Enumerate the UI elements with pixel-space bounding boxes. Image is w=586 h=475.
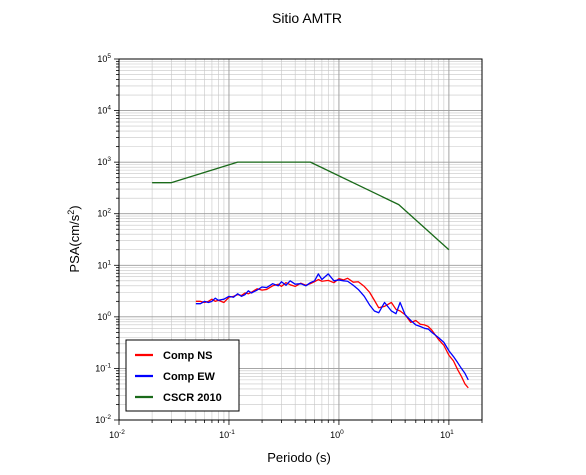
y-tick-label: 100: [97, 311, 111, 322]
x-tick-label: 101: [440, 429, 454, 440]
series-line-comp-ew: [195, 273, 469, 381]
series-line-cscr-2010: [152, 161, 450, 251]
plot-frame: [118, 58, 483, 421]
x-tick-label: 10-1: [219, 429, 235, 440]
y-tick-label: 104: [97, 105, 111, 116]
y-axis-label-sup: 2: [66, 210, 76, 215]
y-axis-label: PSA(cm/s2): [66, 205, 82, 272]
y-tick-label: 10-1: [95, 362, 111, 373]
legend-label: CSCR 2010: [163, 392, 222, 404]
x-tick-label: 100: [330, 429, 344, 440]
y-tick-label: 105: [97, 53, 111, 64]
y-tick-label: 10-2: [95, 414, 111, 425]
y-tick-label: 102: [97, 208, 111, 219]
y-axis-label-close: ): [67, 205, 82, 209]
legend-label: Comp NS: [163, 350, 213, 362]
y-tick-label: 101: [97, 259, 111, 270]
x-tick-label: 10-2: [109, 429, 125, 440]
y-axis-label-base: PSA(cm/s: [67, 214, 82, 272]
y-tick-label: 103: [97, 156, 111, 167]
legend: Comp NS Comp EW CSCR 2010: [125, 339, 240, 412]
legend-label: Comp EW: [163, 371, 216, 383]
chart-title: Sitio AMTR: [272, 10, 342, 26]
series-layer: [152, 161, 469, 389]
x-axis-label: Periodo (s): [267, 450, 331, 465]
ticks-layer: 10-2 10-1 100 101 10-2 10-1 100 101 102 103 104 105: [95, 53, 483, 440]
